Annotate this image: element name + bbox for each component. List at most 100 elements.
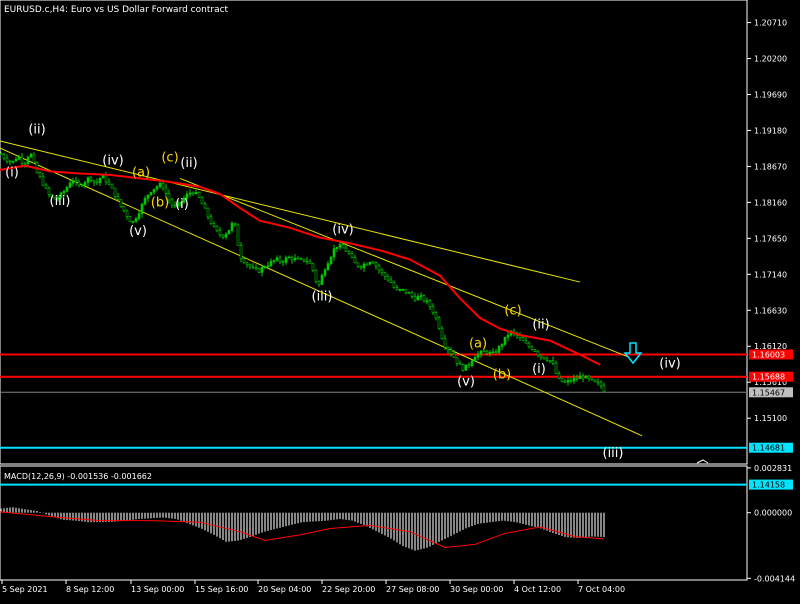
candle-body (242, 258, 246, 263)
candle-body (275, 257, 279, 261)
price-tick-label: 1.19180 (754, 126, 787, 135)
candle-body (332, 248, 336, 258)
candle-body (386, 276, 390, 281)
candle-body (488, 352, 492, 354)
candle-body (593, 379, 597, 383)
price-tick-label: 1.16630 (754, 306, 787, 315)
candle-body (323, 269, 327, 276)
main-pane-frame (0, 0, 748, 465)
candle-body (140, 203, 144, 214)
candle-body (314, 269, 318, 282)
candle-body (359, 266, 363, 269)
channel-line (0, 140, 581, 283)
candle-body (80, 184, 84, 187)
candle-body (389, 279, 393, 283)
candle-body (602, 385, 606, 392)
candle-body (62, 191, 66, 194)
scroll-marker-icon (696, 459, 709, 464)
candle-body (248, 264, 252, 268)
candle-body (110, 183, 114, 189)
level-price-label: 1.14158 (752, 481, 785, 490)
candle-body (485, 350, 489, 354)
candle-body (599, 382, 603, 387)
candle-body (536, 351, 540, 356)
candle-body (32, 153, 36, 164)
candle-body (167, 193, 171, 201)
candle-body (206, 207, 210, 218)
candle-body (548, 360, 552, 362)
candle-body (326, 263, 330, 271)
candle-body (506, 334, 510, 338)
price-tick-label: 1.19690 (754, 90, 787, 99)
candle-body (2, 154, 6, 159)
price-tick-label: 1.18160 (754, 198, 787, 207)
candle-body (218, 230, 222, 236)
candle-body (17, 156, 21, 160)
price-tick-label: 1.15100 (754, 414, 787, 423)
candle-body (209, 216, 213, 224)
candle-body (59, 192, 63, 198)
candle-body (302, 258, 306, 262)
candle-body (527, 342, 531, 348)
candle-body (152, 188, 156, 193)
elliott-wave-labels: (i)(ii)(iii)(iv)(a)(c) (ii)(b) (i)(v) (iv)(… (5, 122, 681, 461)
candle-body (437, 317, 441, 329)
candle-body (74, 180, 78, 183)
candle-body (287, 256, 291, 259)
candle-body (41, 176, 45, 186)
candle-body (86, 177, 90, 183)
macd-tick-label: 0.002831 (754, 464, 792, 473)
candle-body (524, 340, 528, 344)
candle-body (272, 260, 276, 262)
candle-body (128, 216, 132, 223)
candle-body (449, 349, 453, 355)
candle-body (224, 233, 228, 238)
candle-body (419, 295, 423, 297)
price-tick-label: 1.20710 (754, 19, 787, 28)
candle-body (353, 257, 357, 264)
candle-body (71, 180, 75, 184)
candle-body (5, 157, 9, 162)
candle-body (533, 349, 537, 352)
candle-body (317, 281, 321, 285)
candle-body (494, 351, 498, 354)
candle-body (362, 263, 366, 269)
candle-body (230, 222, 234, 231)
candle-body (398, 289, 402, 291)
candle-body (416, 296, 420, 301)
candle-body (467, 364, 471, 367)
price-tick-label: 1.17650 (754, 234, 787, 243)
candle-body (164, 187, 168, 194)
candle-body (575, 378, 579, 380)
wave-label: (ii) (28, 122, 45, 137)
candle-body (182, 197, 186, 203)
candle-body (245, 262, 249, 265)
macd-pane-frame (0, 465, 748, 581)
candle-body (53, 196, 57, 200)
wave-label: (v) (457, 375, 475, 390)
candle-body (269, 260, 273, 266)
candle-body (95, 181, 99, 184)
candle-body (137, 213, 141, 219)
wave-label: (b) (151, 196, 169, 211)
candle-body (491, 351, 495, 354)
candle-body (347, 251, 351, 254)
candle-body (170, 199, 174, 206)
price-tick-label: 1.20200 (754, 55, 787, 64)
candle-body (44, 184, 48, 189)
candle-body (158, 182, 162, 187)
candle-body (92, 179, 96, 183)
candle-body (197, 192, 201, 198)
price-tick-label: 1.16120 (754, 342, 787, 351)
candle-body (83, 182, 87, 186)
candle-body (179, 201, 183, 204)
candle-body (233, 222, 237, 226)
ma-line (0, 164, 601, 366)
candle-body (173, 204, 177, 207)
candle-body (521, 337, 525, 342)
candle-body (557, 373, 561, 379)
candle-body (371, 261, 375, 264)
time-tick-label: 4 Oct 12:00 (514, 585, 561, 594)
candle-body (257, 268, 261, 273)
